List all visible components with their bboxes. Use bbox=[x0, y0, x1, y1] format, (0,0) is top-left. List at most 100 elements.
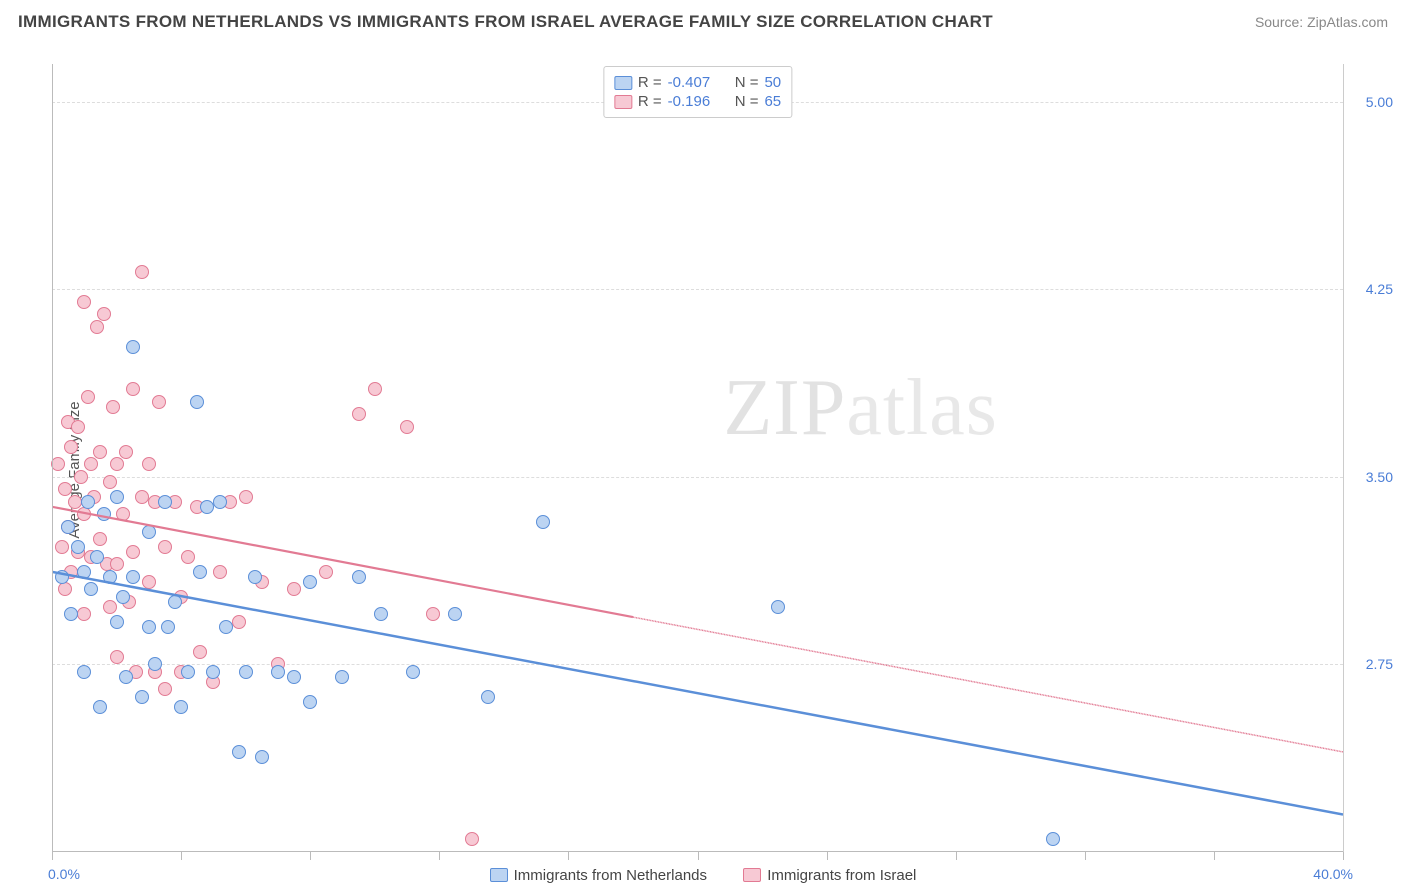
gridline bbox=[52, 289, 1343, 290]
y-tick-label: 3.50 bbox=[1349, 469, 1393, 485]
data-point-netherlands bbox=[126, 340, 140, 354]
data-point-netherlands bbox=[110, 615, 124, 629]
data-point-netherlands bbox=[93, 700, 107, 714]
y-tick-label: 4.25 bbox=[1349, 281, 1393, 297]
r-label: R = bbox=[638, 74, 662, 91]
data-point-netherlands bbox=[448, 607, 462, 621]
stats-row-netherlands: R = -0.407 N = 50 bbox=[614, 73, 781, 92]
data-point-netherlands bbox=[148, 657, 162, 671]
data-point-israel bbox=[193, 645, 207, 659]
data-point-israel bbox=[97, 307, 111, 321]
legend-item-israel: Immigrants from Israel bbox=[743, 867, 916, 884]
data-point-israel bbox=[110, 457, 124, 471]
data-point-israel bbox=[77, 607, 91, 621]
data-point-netherlands bbox=[232, 745, 246, 759]
data-point-netherlands bbox=[77, 565, 91, 579]
r-label: R = bbox=[638, 93, 662, 110]
data-point-netherlands bbox=[158, 495, 172, 509]
data-point-netherlands bbox=[771, 600, 785, 614]
swatch-netherlands-icon bbox=[614, 76, 632, 90]
data-point-israel bbox=[368, 382, 382, 396]
data-point-netherlands bbox=[81, 495, 95, 509]
data-point-netherlands bbox=[174, 700, 188, 714]
r-value-netherlands: -0.407 bbox=[668, 74, 711, 91]
data-point-netherlands bbox=[239, 665, 253, 679]
n-value-israel: 65 bbox=[764, 93, 781, 110]
data-point-netherlands bbox=[190, 395, 204, 409]
data-point-israel bbox=[158, 540, 172, 554]
data-point-netherlands bbox=[168, 595, 182, 609]
data-point-israel bbox=[232, 615, 246, 629]
data-point-israel bbox=[103, 600, 117, 614]
chart-area: Average Family Size ZIPatlas R = -0.407 … bbox=[0, 48, 1406, 892]
x-tick bbox=[52, 852, 53, 860]
data-point-israel bbox=[55, 540, 69, 554]
data-point-israel bbox=[68, 495, 82, 509]
data-point-israel bbox=[142, 457, 156, 471]
n-value-netherlands: 50 bbox=[764, 74, 781, 91]
data-point-israel bbox=[465, 832, 479, 846]
plot-inner bbox=[52, 64, 1343, 852]
data-point-netherlands bbox=[64, 607, 78, 621]
data-point-israel bbox=[400, 420, 414, 434]
data-point-netherlands bbox=[271, 665, 285, 679]
data-point-israel bbox=[93, 532, 107, 546]
x-tick bbox=[181, 852, 182, 860]
data-point-netherlands bbox=[90, 550, 104, 564]
data-point-israel bbox=[142, 575, 156, 589]
data-point-israel bbox=[84, 457, 98, 471]
data-point-israel bbox=[58, 482, 72, 496]
data-point-israel bbox=[106, 400, 120, 414]
data-point-israel bbox=[110, 650, 124, 664]
data-point-netherlands bbox=[352, 570, 366, 584]
data-point-netherlands bbox=[219, 620, 233, 634]
x-tick bbox=[1085, 852, 1086, 860]
data-point-netherlands bbox=[406, 665, 420, 679]
swatch-israel-icon bbox=[743, 868, 761, 882]
x-tick bbox=[568, 852, 569, 860]
data-point-israel bbox=[77, 295, 91, 309]
n-label: N = bbox=[735, 93, 759, 110]
data-point-netherlands bbox=[97, 507, 111, 521]
x-tick bbox=[310, 852, 311, 860]
stats-legend: R = -0.407 N = 50 R = -0.196 N = 65 bbox=[603, 66, 792, 118]
data-point-israel bbox=[181, 550, 195, 564]
data-point-israel bbox=[90, 320, 104, 334]
gridline bbox=[52, 477, 1343, 478]
data-point-israel bbox=[213, 565, 227, 579]
data-point-netherlands bbox=[481, 690, 495, 704]
data-point-israel bbox=[93, 445, 107, 459]
data-point-israel bbox=[74, 470, 88, 484]
data-point-netherlands bbox=[161, 620, 175, 634]
data-point-netherlands bbox=[110, 490, 124, 504]
data-point-netherlands bbox=[119, 670, 133, 684]
data-point-israel bbox=[287, 582, 301, 596]
data-point-israel bbox=[81, 390, 95, 404]
data-point-netherlands bbox=[84, 582, 98, 596]
data-point-israel bbox=[116, 507, 130, 521]
data-point-israel bbox=[426, 607, 440, 621]
data-point-israel bbox=[77, 507, 91, 521]
data-point-israel bbox=[119, 445, 133, 459]
data-point-netherlands bbox=[77, 665, 91, 679]
data-point-netherlands bbox=[126, 570, 140, 584]
x-tick bbox=[827, 852, 828, 860]
data-point-netherlands bbox=[135, 690, 149, 704]
data-point-israel bbox=[319, 565, 333, 579]
source-label: Source: ZipAtlas.com bbox=[1255, 14, 1388, 30]
data-point-netherlands bbox=[71, 540, 85, 554]
data-point-israel bbox=[64, 440, 78, 454]
data-point-netherlands bbox=[55, 570, 69, 584]
data-point-netherlands bbox=[255, 750, 269, 764]
stats-row-israel: R = -0.196 N = 65 bbox=[614, 92, 781, 111]
data-point-netherlands bbox=[193, 565, 207, 579]
chart-title: IMMIGRANTS FROM NETHERLANDS VS IMMIGRANT… bbox=[18, 12, 993, 32]
data-point-netherlands bbox=[142, 620, 156, 634]
data-point-netherlands bbox=[248, 570, 262, 584]
data-point-netherlands bbox=[181, 665, 195, 679]
x-tick bbox=[1214, 852, 1215, 860]
data-point-israel bbox=[58, 582, 72, 596]
data-point-israel bbox=[239, 490, 253, 504]
x-tick bbox=[439, 852, 440, 860]
swatch-israel-icon bbox=[614, 95, 632, 109]
